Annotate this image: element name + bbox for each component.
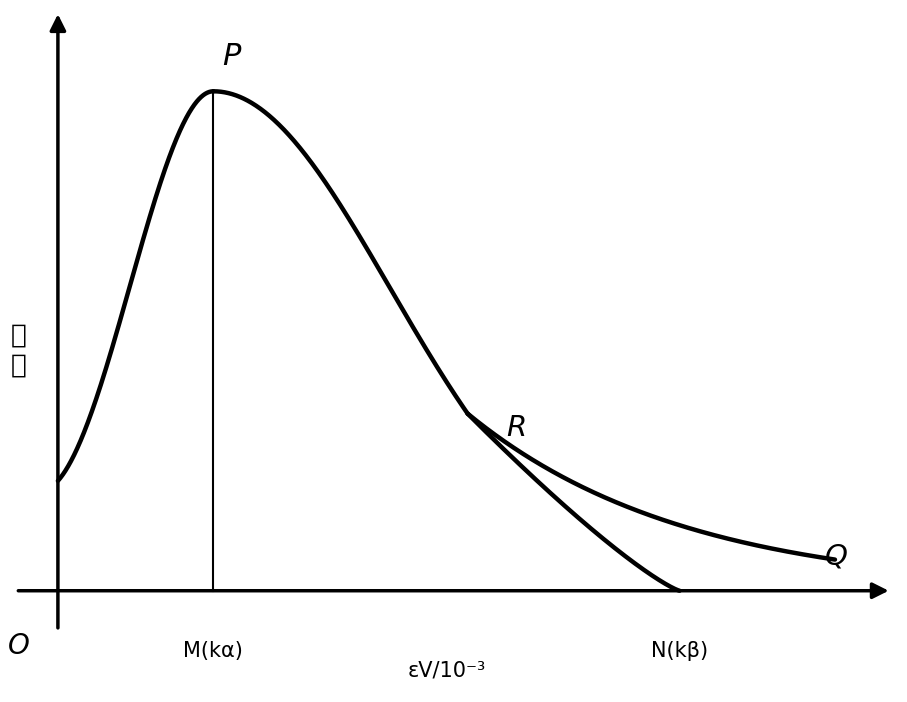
Text: εV/10⁻³: εV/10⁻³ <box>407 661 485 681</box>
Text: P: P <box>222 42 240 72</box>
Text: R: R <box>506 413 527 442</box>
Text: N(kβ): N(kβ) <box>651 641 708 661</box>
Text: M(kα): M(kα) <box>183 641 243 661</box>
Text: O: O <box>8 632 30 660</box>
Text: 曲
率: 曲 率 <box>11 323 27 379</box>
Text: Q: Q <box>824 542 847 570</box>
